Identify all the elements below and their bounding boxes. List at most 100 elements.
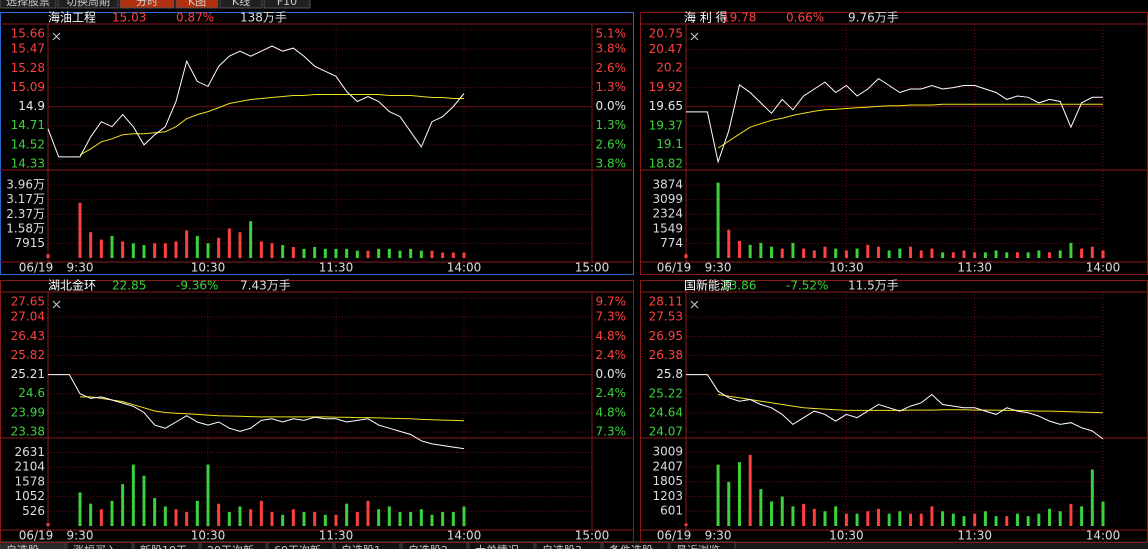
toolbar-label[interactable]: 切换周期 bbox=[66, 0, 110, 8]
tab-label[interactable]: 涨幅买入 bbox=[73, 544, 117, 549]
stock-volume: 7.43万手 bbox=[240, 279, 291, 293]
volume-bar bbox=[238, 232, 242, 258]
tab-label[interactable]: 60天次新 bbox=[274, 543, 321, 549]
price-line bbox=[47, 45, 465, 158]
date-label: 06/19 bbox=[19, 261, 54, 275]
volume-bar bbox=[770, 501, 774, 526]
toolbar-button[interactable] bbox=[175, 0, 219, 9]
toolbar-button[interactable] bbox=[57, 0, 119, 9]
volume-bar bbox=[451, 252, 455, 258]
volume-bar bbox=[684, 523, 688, 526]
volume-bar bbox=[823, 246, 827, 258]
pct-tick-label: 4.8% bbox=[596, 329, 627, 343]
toolbar-label[interactable]: K线 bbox=[232, 0, 250, 8]
pct-tick-label: 1.3% bbox=[596, 118, 627, 132]
volume-bar bbox=[398, 512, 402, 526]
time-label: 9:30 bbox=[705, 261, 732, 275]
volume-bar bbox=[951, 252, 955, 258]
volume-bar bbox=[919, 513, 923, 526]
toolbar-button[interactable] bbox=[219, 0, 263, 9]
toolbar-button[interactable] bbox=[119, 0, 175, 9]
tab[interactable] bbox=[602, 541, 669, 549]
volume-bar bbox=[174, 509, 178, 526]
price-tick-label: 25.21 bbox=[11, 367, 45, 381]
toolbar-label[interactable]: K图 bbox=[188, 0, 206, 8]
volume-bar bbox=[281, 514, 285, 526]
pct-tick-label: 3.8% bbox=[596, 157, 627, 171]
tab-label[interactable]: 自选股2 bbox=[408, 544, 448, 549]
toolbar-label[interactable]: F10 bbox=[277, 0, 297, 8]
volume-bar bbox=[206, 243, 210, 258]
price-tick-label: 24.64 bbox=[649, 406, 683, 420]
volume-bar bbox=[249, 221, 253, 258]
pct-tick-label: 2.4% bbox=[596, 348, 627, 362]
volume-bar bbox=[78, 202, 82, 258]
date-label: 06/19 bbox=[19, 529, 54, 543]
time-label: 10:30 bbox=[829, 529, 864, 543]
volume-bar bbox=[441, 512, 445, 526]
time-label: 9:30 bbox=[705, 529, 732, 543]
volume-bar bbox=[185, 230, 189, 258]
volume-bar bbox=[1048, 252, 1052, 258]
time-label: 14:00 bbox=[1086, 529, 1121, 543]
volume-bar bbox=[227, 512, 231, 526]
close-icon[interactable] bbox=[690, 32, 699, 41]
volume-bar bbox=[259, 500, 263, 526]
price-tick-label: 19.37 bbox=[649, 118, 683, 132]
pct-tick-label: 2.4% bbox=[596, 386, 627, 400]
panel-frame bbox=[0, 12, 634, 275]
toolbar-label[interactable]: 选择股票 bbox=[6, 0, 50, 8]
tab-label[interactable]: 自选股1 bbox=[341, 544, 381, 549]
stock-name: 国新能源 bbox=[684, 278, 732, 293]
price-tick-label: 25.22 bbox=[649, 386, 683, 400]
volume-tick-label: 526 bbox=[22, 504, 45, 518]
stock-price: 19.78 bbox=[722, 11, 756, 25]
price-tick-label: 27.65 bbox=[11, 295, 45, 309]
stock-panel[interactable]: 海油工程 15.03 0.87% 138万手 15.66 5.1% 15.47 3.8% 15.… bbox=[0, 10, 634, 275]
volume-bar bbox=[142, 475, 146, 526]
volume-bar bbox=[802, 248, 806, 258]
tab-label[interactable]: 20天次新 bbox=[207, 543, 254, 549]
price-line bbox=[686, 374, 1104, 440]
stock-panel[interactable]: 湖北金环 22.85 -9.36% 7.43万手 27.65 9.7% 27.04 7.3% 2… bbox=[0, 278, 634, 543]
volume-bar bbox=[909, 513, 913, 526]
volume-bar bbox=[844, 513, 848, 526]
price-tick-label: 14.33 bbox=[11, 157, 45, 171]
pct-tick-label: 5.1% bbox=[596, 27, 627, 41]
volume-bar bbox=[345, 248, 349, 258]
volume-tick-label: 3009 bbox=[652, 445, 683, 459]
price-tick-label: 20.75 bbox=[649, 27, 683, 41]
volume-bar bbox=[1037, 513, 1041, 526]
close-icon[interactable] bbox=[52, 300, 61, 309]
close-icon[interactable] bbox=[52, 32, 61, 41]
volume-bar bbox=[195, 500, 199, 526]
volume-bar bbox=[941, 511, 945, 526]
volume-bar bbox=[1069, 503, 1073, 526]
toolbar-button[interactable] bbox=[263, 0, 311, 9]
volume-bar bbox=[281, 245, 285, 258]
price-tick-label: 24.07 bbox=[649, 425, 683, 439]
volume-bar bbox=[983, 511, 987, 526]
close-icon[interactable] bbox=[690, 300, 699, 309]
volume-bar bbox=[110, 235, 114, 258]
volume-bar bbox=[727, 481, 731, 526]
tab-label[interactable]: 自选股3 bbox=[542, 544, 582, 549]
tab-label[interactable]: 条件选股 bbox=[609, 543, 653, 549]
tab-label[interactable]: 自选股 bbox=[6, 544, 39, 549]
pct-tick-label: 4.8% bbox=[596, 405, 627, 419]
stock-name: 海 利 得 bbox=[684, 10, 728, 25]
volume-tick-label: 2104 bbox=[14, 460, 45, 474]
toolbar-button[interactable] bbox=[0, 0, 57, 9]
volume-bar bbox=[345, 503, 349, 526]
tab-label[interactable]: 最近浏览 bbox=[676, 543, 720, 549]
tab-label[interactable]: 大单情况 bbox=[475, 543, 519, 549]
price-tick-label: 18.82 bbox=[649, 157, 683, 171]
toolbar-label[interactable]: 分时 bbox=[136, 0, 158, 8]
volume-bar bbox=[1101, 501, 1105, 526]
tab-label[interactable]: 新股10天 bbox=[140, 543, 187, 549]
date-label: 06/19 bbox=[657, 529, 692, 543]
